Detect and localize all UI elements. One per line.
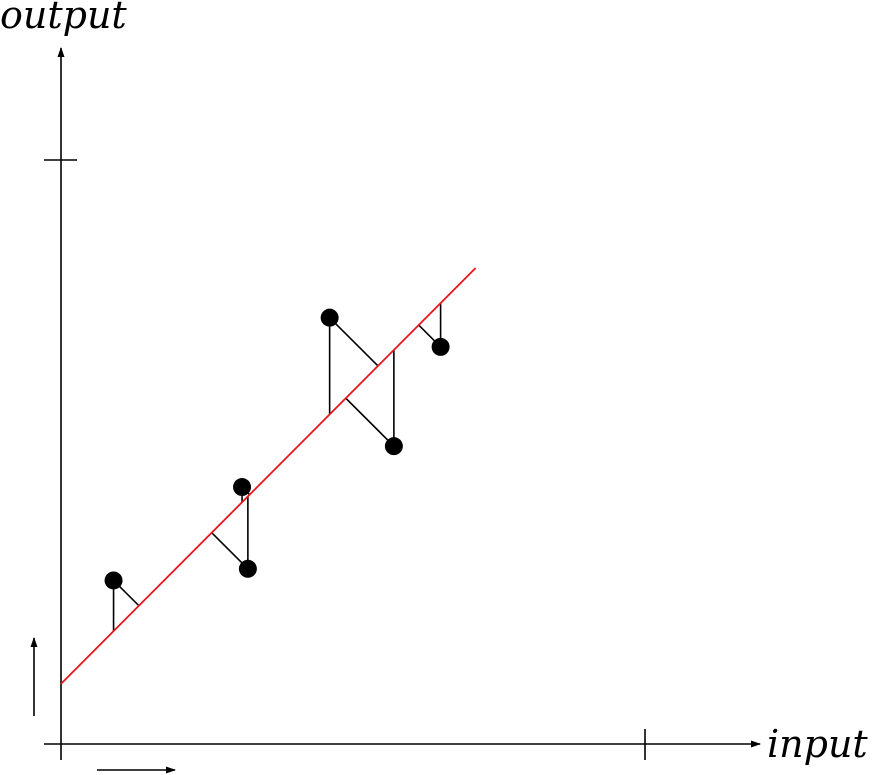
fit-line — [60, 267, 477, 685]
data-point — [233, 478, 252, 497]
perpendicular-residual — [329, 317, 379, 367]
data-point — [431, 337, 450, 356]
data-points — [104, 308, 450, 590]
y-axis-label: output — [0, 0, 127, 37]
data-point — [104, 571, 123, 590]
data-point — [384, 437, 403, 456]
x-axis-label: input — [767, 722, 868, 766]
data-point — [238, 559, 257, 578]
data-point — [320, 308, 339, 327]
fit-line-group — [60, 267, 477, 685]
perpendicular-residual — [345, 397, 395, 447]
